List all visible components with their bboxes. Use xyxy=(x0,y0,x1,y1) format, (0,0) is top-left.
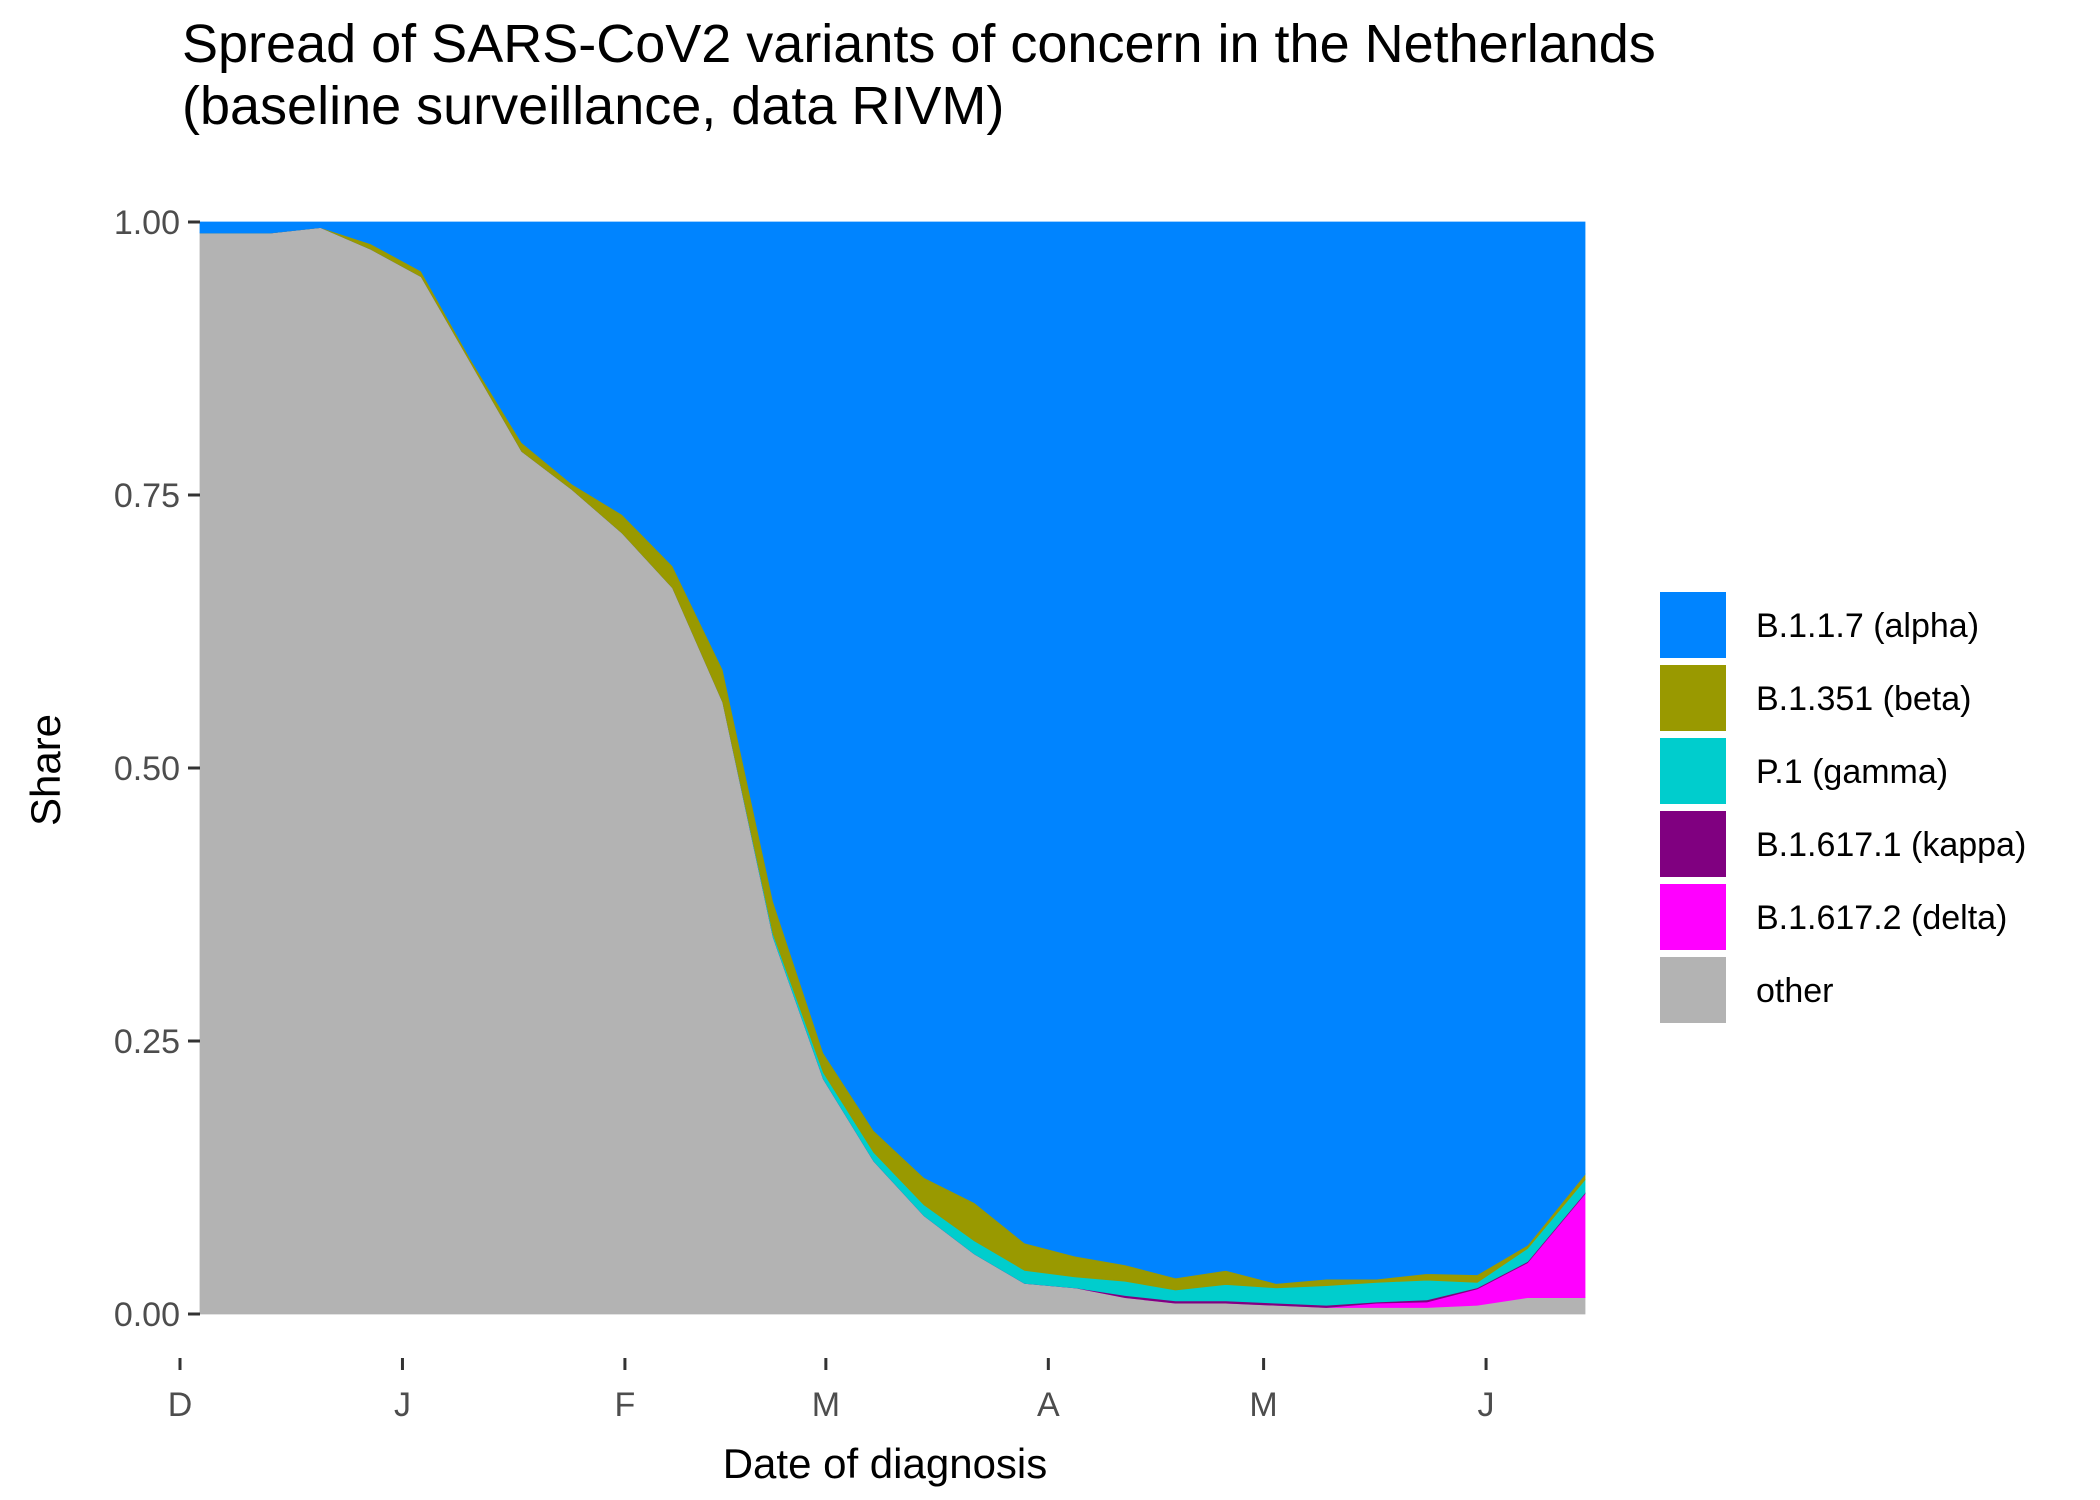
x-tick-label: M xyxy=(812,1386,840,1424)
x-tick-label: D xyxy=(168,1386,193,1424)
area-b-1-1-7-alpha xyxy=(199,221,1586,1284)
x-tick-label: J xyxy=(1478,1386,1495,1424)
y-tick-label: 1.00 xyxy=(114,204,180,242)
y-tick-label: 0.75 xyxy=(114,477,180,515)
y-tick-label: 0.00 xyxy=(114,1296,180,1334)
legend-key-other xyxy=(1660,957,1726,1023)
legend-label-b-1-1-7-alpha: B.1.1.7 (alpha) xyxy=(1756,607,1979,645)
plot-area xyxy=(199,221,1586,1315)
x-tick-label: F xyxy=(615,1386,636,1424)
x-tick-label: M xyxy=(1249,1386,1277,1424)
x-tick-label: J xyxy=(394,1386,411,1424)
legend-key-b-1-617-1-kappa xyxy=(1660,811,1726,877)
legend-label-other: other xyxy=(1756,972,1834,1010)
chart-title-line: Spread of SARS-CoV2 variants of concern … xyxy=(182,14,1656,74)
legend-label-p-1-gamma: P.1 (gamma) xyxy=(1756,753,1948,791)
y-tick-label: 0.50 xyxy=(114,750,180,788)
x-tick-label: A xyxy=(1037,1386,1060,1424)
y-axis: 0.00 0.25 0.50 0.75 1.00 xyxy=(114,204,200,1334)
legend-key-b-1-1-7-alpha xyxy=(1660,592,1726,658)
x-axis-title: Date of diagnosis xyxy=(723,1440,1048,1487)
legend-label-b-1-617-2-delta: B.1.617.2 (delta) xyxy=(1756,899,2007,937)
legend-label-b-1-617-1-kappa: B.1.617.1 (kappa) xyxy=(1756,826,2026,864)
y-axis-title: Share xyxy=(22,714,69,826)
y-tick-label: 0.25 xyxy=(114,1023,180,1061)
legend-key-b-1-617-2-delta xyxy=(1660,884,1726,950)
legend-key-b-1-351-beta xyxy=(1660,665,1726,731)
chart-title: Spread of SARS-CoV2 variants of concern … xyxy=(182,14,1656,136)
legend: B.1.1.7 (alpha) B.1.351 (beta) P.1 (gamma)… xyxy=(1660,592,2026,1023)
chart-title-line: (baseline surveillance, data RIVM) xyxy=(182,76,1004,136)
legend-key-p-1-gamma xyxy=(1660,738,1726,804)
legend-label-b-1-351-beta: B.1.351 (beta) xyxy=(1756,680,1971,718)
